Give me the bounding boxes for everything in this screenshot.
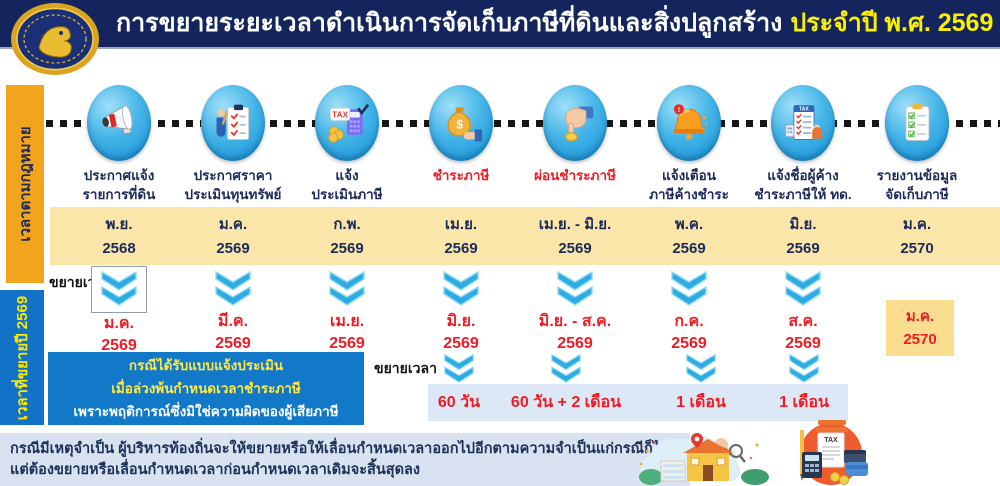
footer-line2: แต่ต้องขยายหรือเลื่อนกำหนดเวลาก่อนกำหนดเ… <box>10 462 421 478</box>
double-chevron-down-icon <box>785 271 821 306</box>
step-installment-pay: ผ่อนชำระภาษี <box>518 85 632 206</box>
note-line2: เมื่อล่วงพ้นกำหนดเวลาชำระภาษี <box>111 381 301 396</box>
legal-month: พ.ย. 2568 <box>102 216 136 257</box>
legal-month: พ.ค. 2569 <box>672 216 706 257</box>
svg-text:TAX: TAX <box>332 111 348 120</box>
installment-icon <box>543 85 607 161</box>
legal-month: มิ.ย. 2569 <box>786 216 820 257</box>
legal-month: เม.ย. - มิ.ย. 2569 <box>538 216 612 257</box>
legal-month: เม.ย. 2569 <box>444 216 478 257</box>
step-report-collection-data: รายงานข้อมูลจัดเก็บภาษี <box>860 85 974 206</box>
step-label-line1: แจ้งชื่อผู้ค้าง <box>767 168 839 183</box>
step-label-line1: ประกาศแจ้ง <box>83 168 155 183</box>
extended-time-label: เวลาที่ขยายปี 2569 <box>14 295 31 420</box>
legal-month: ก.พ. 2569 <box>330 216 364 257</box>
title-year: ประจำปี พ.ศ. 2569 <box>790 9 994 37</box>
report-clipboard-icon <box>885 85 949 161</box>
step-label-line1: แจ้งเตือน <box>662 168 716 183</box>
step-label-line2: ประเมินทุนทรัพย์ <box>184 187 282 202</box>
extended-month: ก.ค. 2569 <box>632 266 746 357</box>
double-chevron-down-icon <box>557 271 593 306</box>
assessment-notice-note: กรณีได้รับแบบแจ้งประเมิน เมื่อล่วงพ้นกำห… <box>48 352 364 425</box>
duration-value: 60 วัน <box>437 394 481 411</box>
footer-line1: กรณีมีเหตุจำเป็น ผู้บริหารท้องถิ่นจะให้ข… <box>10 441 670 457</box>
timeline-dotted-line <box>46 120 1000 127</box>
payment-extension-strip <box>428 384 848 421</box>
legal-months-row: พ.ย. 2568 ม.ค. 2569 ก.พ. 2569 เม.ย. 2569 เม.… <box>62 213 974 261</box>
extend-time-label-2: ขยายเวลา <box>374 360 437 376</box>
step-report-arrears-names: TAX แจ้งชื่อผู้ค้างชำระภาษีให้ ทด. <box>746 85 860 206</box>
legal-months-band <box>50 207 1000 265</box>
survey-checklist-icon <box>201 85 265 161</box>
footer-note: กรณีมีเหตุจำเป็น ผู้บริหารท้องถิ่นจะให้ข… <box>0 433 690 486</box>
alert-bell-icon: ! <box>657 85 721 161</box>
svg-text:TAX: TAX <box>799 107 809 113</box>
double-chevron-down-icon <box>551 354 581 383</box>
pay-tax-icon: $ <box>429 85 493 161</box>
tax-documents-illustration: TAX <box>800 420 868 485</box>
arrears-list-icon: TAX <box>771 85 835 161</box>
page-title: การขยายระยะเวลาดำเนินการจัดเก็บภาษีที่ดิ… <box>116 0 996 47</box>
double-chevron-down-icon <box>101 271 137 306</box>
payment-extension-chevrons <box>428 353 848 388</box>
step-label-line1: ชำระภาษี <box>432 168 490 183</box>
double-chevron-down-icon <box>215 271 251 306</box>
svg-text:!: ! <box>678 105 680 114</box>
step-label-line1: แจ้ง <box>335 168 359 183</box>
extended-month: มี.ค. 2569 <box>176 266 290 357</box>
svg-text:TAX: TAX <box>824 437 838 444</box>
step-announce-land: ประกาศแจ้งรายการที่ดิน <box>62 85 176 206</box>
duration-value: 1 เดือน <box>779 394 829 411</box>
duration-value: 1 เดือน <box>676 394 726 411</box>
note-line3: เพราะพฤติการณ์ซึ่งมิใช่ความผิดของผู้เสีย… <box>73 404 339 419</box>
row-header-extended-time: เวลาที่ขยายปี 2569 <box>0 290 44 425</box>
legal-time-label: เวลาตามกฎหมาย <box>17 126 34 242</box>
chevron-box <box>91 266 147 313</box>
step-label-line1: ผ่อนชำระภาษี <box>534 168 616 183</box>
step-pay-tax: $ ชำระภาษี <box>404 85 518 206</box>
step-label-line2: ประเมินภาษี <box>311 187 383 202</box>
step-notify-assessment: TAX แจ้งประเมินภาษี <box>290 85 404 206</box>
timeline-steps-row: ประกาศแจ้งรายการที่ดิน ประกาศราคาประเมิน… <box>62 85 974 206</box>
step-overdue-reminder: ! แจ้งเตือนภาษีค้างชำระ <box>632 85 746 206</box>
tax-assessment-icon: TAX <box>315 85 379 161</box>
step-label-line1: รายงานข้อมูล <box>876 168 958 183</box>
extended-month: มิ.ย. - ส.ค. 2569 <box>518 266 632 357</box>
header-bar: การขยายระยะเวลาดำเนินการจัดเก็บภาษีที่ดิ… <box>0 0 1000 49</box>
double-chevron-down-icon <box>789 354 819 383</box>
step-label-line2: ภาษีค้างชำระ <box>649 187 729 202</box>
legal-month: ม.ค. 2569 <box>216 216 250 257</box>
svg-text:$: $ <box>456 118 463 132</box>
step-label-line2: รายการที่ดิน <box>82 187 156 202</box>
double-chevron-down-icon <box>443 271 479 306</box>
double-chevron-down-icon <box>444 354 474 383</box>
payment-extension-durations: 60 วัน 60 วัน + 2 เดือน 1 เดือน 1 เดือน <box>428 384 848 421</box>
row-header-legal-time: เวลาตามกฎหมาย <box>6 85 44 283</box>
title-main: การขยายระยะเวลาดำเนินการจัดเก็บภาษีที่ดิ… <box>116 9 783 37</box>
extended-month: ส.ค. 2569 <box>746 266 860 357</box>
duration-value: 60 วัน + 2 เดือน <box>510 394 622 411</box>
double-chevron-down-icon <box>671 271 707 306</box>
step-label-line1: ประกาศราคา <box>193 168 273 183</box>
january-2570-box: ม.ค. 2570 <box>886 300 954 356</box>
step-announce-assessed-value: ประกาศราคาประเมินทุนทรัพย์ <box>176 85 290 206</box>
double-chevron-down-icon <box>329 271 365 306</box>
note-line1: กรณีได้รับแบบแจ้งประเมิน <box>128 358 284 373</box>
double-chevron-down-icon <box>686 354 716 383</box>
extended-month: มิ.ย. 2569 <box>404 266 518 357</box>
extended-months-row: ม.ค. 2569 มี.ค. 2569 เม.ย. 2569 มิ.ย. 2569 ม… <box>62 266 974 357</box>
step-label-line2: จัดเก็บภาษี <box>885 187 949 202</box>
megaphone-icon <box>87 85 151 161</box>
ministry-seal-logo <box>11 3 99 75</box>
house-inspection-illustration <box>639 433 769 485</box>
extended-month: ม.ค. 2569 <box>62 266 176 357</box>
step-label-line2: ชำระภาษีให้ ทด. <box>754 187 852 202</box>
extended-month: เม.ย. 2569 <box>290 266 404 357</box>
legal-month: ม.ค. 2570 <box>900 216 934 257</box>
